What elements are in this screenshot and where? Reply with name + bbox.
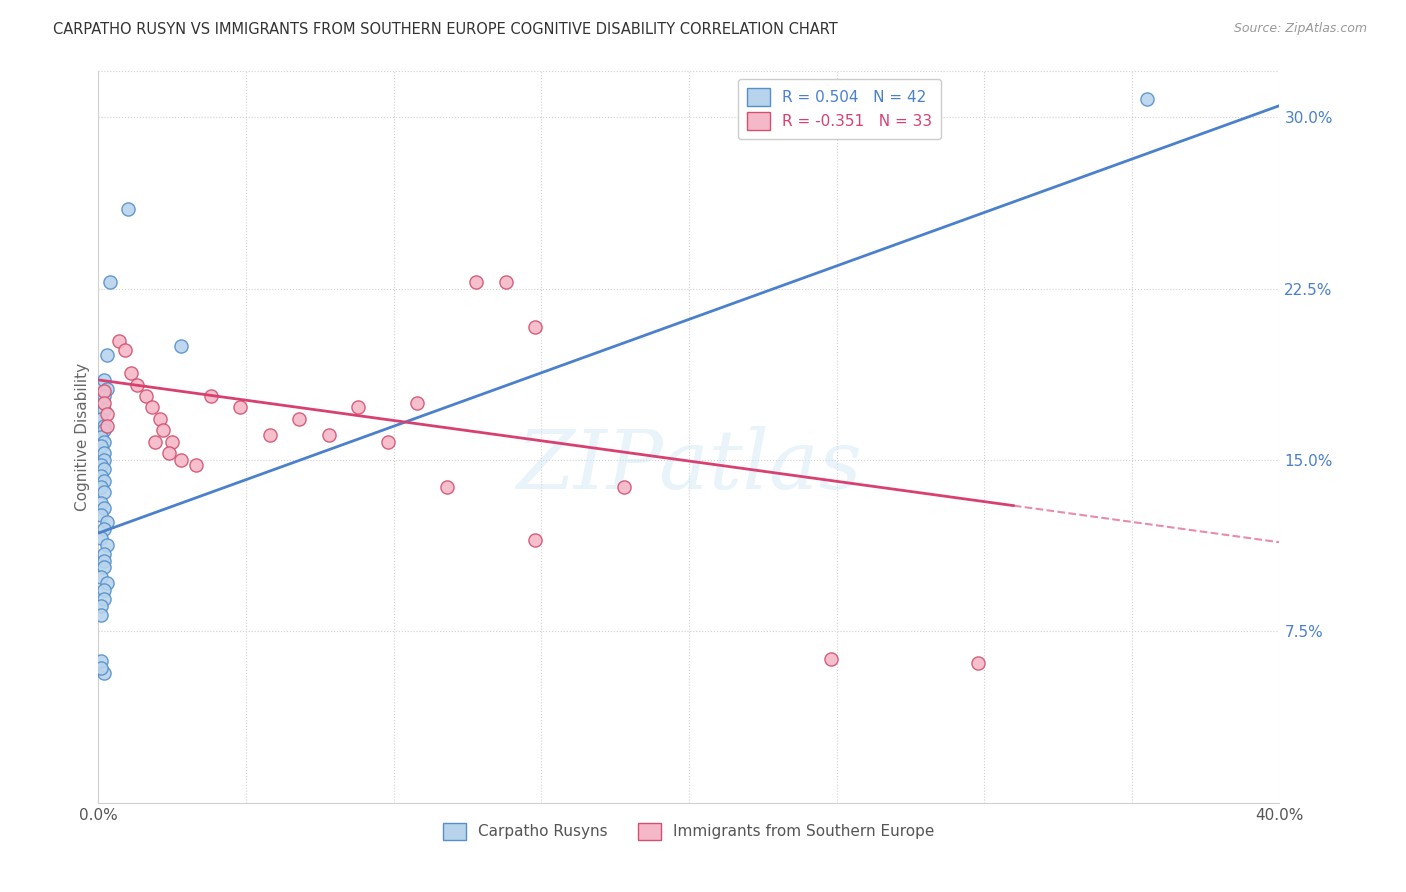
Point <box>90 508 112 522</box>
Point <box>93 500 115 515</box>
Point <box>259 427 281 442</box>
Point <box>1136 92 1159 106</box>
Point <box>93 418 115 433</box>
Point <box>96 418 118 433</box>
Point <box>98 275 121 289</box>
Point <box>90 439 112 453</box>
Legend: Carpatho Rusyns, Immigrants from Southern Europe: Carpatho Rusyns, Immigrants from Souther… <box>436 815 942 847</box>
Point <box>170 453 193 467</box>
Point <box>820 652 842 666</box>
Point <box>967 657 990 671</box>
Point <box>93 389 115 403</box>
Point <box>90 654 112 668</box>
Point <box>93 396 115 410</box>
Point <box>524 320 547 334</box>
Point <box>200 389 222 403</box>
Point <box>90 496 112 510</box>
Point <box>143 434 166 449</box>
Point <box>93 423 115 437</box>
Point <box>93 474 115 488</box>
Point <box>135 389 157 403</box>
Point <box>96 576 118 591</box>
Point <box>406 396 429 410</box>
Point <box>524 533 547 547</box>
Point <box>90 430 112 444</box>
Point <box>96 537 118 551</box>
Point <box>288 412 311 426</box>
Point <box>93 665 115 680</box>
Point <box>184 458 207 472</box>
Point <box>162 434 183 449</box>
Point <box>377 434 399 449</box>
Text: Source: ZipAtlas.com: Source: ZipAtlas.com <box>1233 22 1367 36</box>
Point <box>96 348 118 362</box>
Point <box>93 583 115 598</box>
Y-axis label: Cognitive Disability: Cognitive Disability <box>75 363 90 511</box>
Point <box>152 423 174 437</box>
Point <box>229 401 252 415</box>
Point <box>93 521 115 535</box>
Point <box>93 446 115 460</box>
Point <box>436 480 458 494</box>
Point <box>90 569 112 583</box>
Point <box>96 407 118 421</box>
Point <box>149 412 172 426</box>
Point <box>93 553 115 567</box>
Point <box>93 462 115 476</box>
Point <box>170 338 193 352</box>
Point <box>96 515 118 529</box>
Point <box>93 560 115 574</box>
Point <box>90 412 112 426</box>
Text: ZIPatlas: ZIPatlas <box>516 426 862 507</box>
Point <box>93 373 115 387</box>
Point <box>93 592 115 607</box>
Point <box>114 343 136 358</box>
Point <box>90 599 112 614</box>
Point <box>93 453 115 467</box>
Point <box>90 608 112 623</box>
Point <box>93 384 115 399</box>
Point <box>93 485 115 500</box>
Point <box>117 202 139 216</box>
Point <box>90 661 112 675</box>
Point <box>108 334 131 348</box>
Point <box>93 402 115 417</box>
Point <box>93 547 115 561</box>
Point <box>157 446 180 460</box>
Point <box>613 480 636 494</box>
Point <box>318 427 340 442</box>
Point <box>125 377 148 392</box>
Point <box>90 469 112 483</box>
Text: CARPATHO RUSYN VS IMMIGRANTS FROM SOUTHERN EUROPE COGNITIVE DISABILITY CORRELATI: CARPATHO RUSYN VS IMMIGRANTS FROM SOUTHE… <box>53 22 838 37</box>
Point <box>120 366 142 380</box>
Point <box>465 275 488 289</box>
Point <box>93 434 115 449</box>
Point <box>495 275 517 289</box>
Point <box>90 480 112 494</box>
Point <box>347 401 370 415</box>
Point <box>90 531 112 545</box>
Point <box>90 458 112 472</box>
Point <box>96 382 118 396</box>
Point <box>141 401 163 415</box>
